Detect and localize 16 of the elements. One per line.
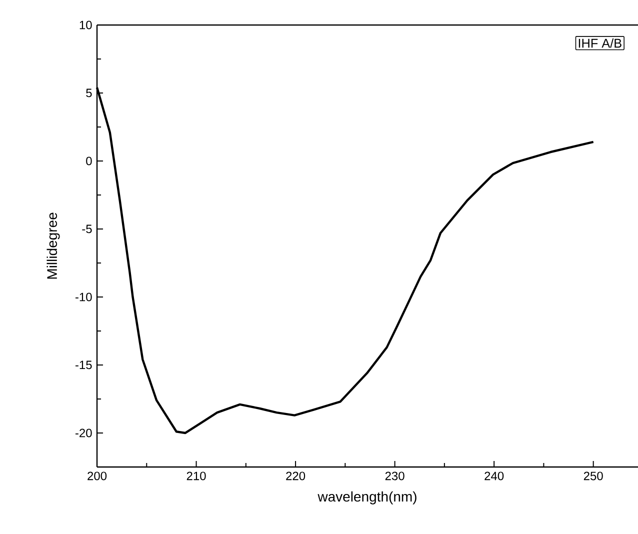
y-tick-label: 0 [86,156,92,166]
y-tick-label: 10 [80,20,92,30]
y-tick-label: 5 [86,88,92,98]
x-tick-label: 250 [584,472,603,480]
x-tick-label: 240 [484,472,504,480]
x-tick-label: 220 [286,472,306,480]
x-tick-label: 210 [186,472,206,480]
y-tick-label: -20 [75,428,92,438]
y-tick-label: -15 [75,360,92,370]
x-tick-label: 200 [88,472,107,480]
x-tick-label: 230 [385,472,404,480]
x-axis-title: wavelength(nm) [318,491,416,504]
annotation: IHF A/B [578,38,622,48]
y-axis-title: Millidegree [46,212,60,279]
y-tick-label: -5 [82,224,92,234]
y-tick-label: -10 [75,292,92,302]
